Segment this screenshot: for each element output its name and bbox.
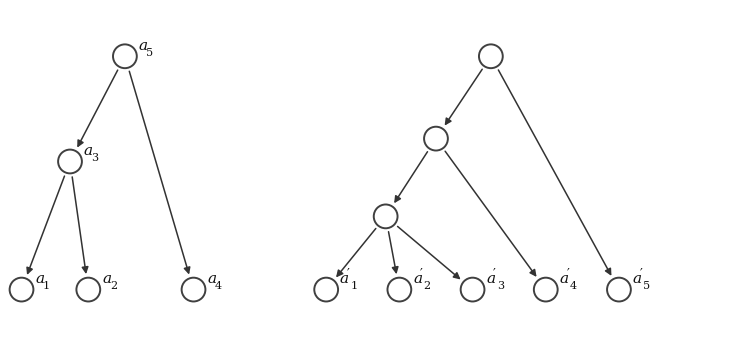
Text: 5: 5 xyxy=(146,48,154,58)
Circle shape xyxy=(181,278,206,301)
Text: ′: ′ xyxy=(420,267,423,280)
Text: a: a xyxy=(559,272,569,286)
Text: 3: 3 xyxy=(92,153,99,163)
Text: 4: 4 xyxy=(215,282,222,291)
Circle shape xyxy=(10,278,33,301)
Text: ′: ′ xyxy=(639,267,642,280)
Text: a: a xyxy=(35,272,44,286)
Circle shape xyxy=(424,127,448,151)
Text: 2: 2 xyxy=(424,282,431,291)
Text: a: a xyxy=(84,144,93,158)
Circle shape xyxy=(58,149,82,173)
Text: ′: ′ xyxy=(493,267,496,280)
Circle shape xyxy=(314,278,338,301)
Circle shape xyxy=(373,204,398,228)
Circle shape xyxy=(388,278,411,301)
Text: a: a xyxy=(102,272,111,286)
Text: a: a xyxy=(633,272,642,286)
Circle shape xyxy=(76,278,100,301)
Circle shape xyxy=(113,44,137,68)
Circle shape xyxy=(479,44,503,68)
Text: 3: 3 xyxy=(497,282,504,291)
Text: a: a xyxy=(340,272,349,286)
Text: 1: 1 xyxy=(43,282,50,291)
Circle shape xyxy=(461,278,484,301)
Text: 4: 4 xyxy=(570,282,577,291)
Text: 2: 2 xyxy=(110,282,117,291)
Text: a: a xyxy=(207,272,216,286)
Text: ′: ′ xyxy=(347,267,349,280)
Circle shape xyxy=(534,278,558,301)
Text: a: a xyxy=(486,272,495,286)
Text: a: a xyxy=(139,39,148,53)
Text: 1: 1 xyxy=(350,282,358,291)
Text: 5: 5 xyxy=(643,282,651,291)
Text: a: a xyxy=(413,272,422,286)
Text: ′: ′ xyxy=(566,267,569,280)
Circle shape xyxy=(607,278,631,301)
